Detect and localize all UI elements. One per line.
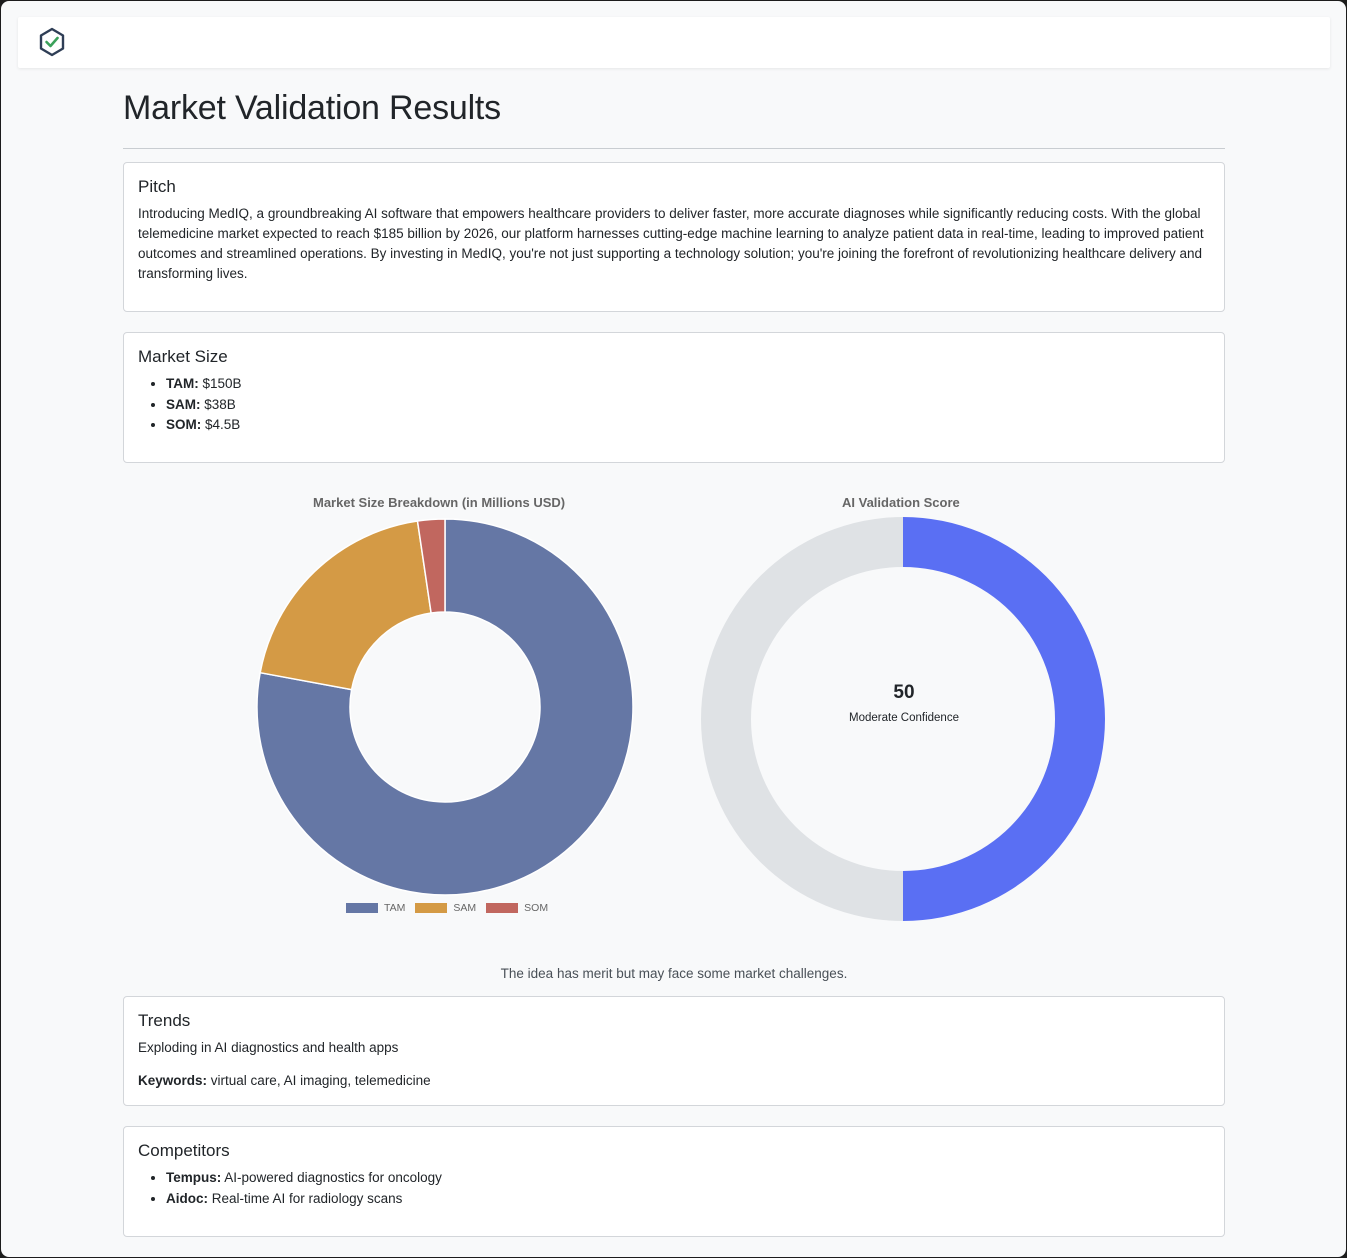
- hexagon-check-icon[interactable]: [37, 27, 67, 57]
- market-size-value: $4.5B: [205, 417, 241, 432]
- pitch-heading: Pitch: [138, 177, 176, 196]
- competitor-name: Aidoc:: [166, 1190, 208, 1206]
- score-chart-title: AI Validation Score: [842, 495, 960, 510]
- pitch-text: Introducing MedIQ, a groundbreaking AI s…: [138, 206, 1204, 281]
- list-item: SOM: $4.5B: [166, 415, 1210, 436]
- competitors-card: Competitors Tempus: AI-powered diagnosti…: [123, 1126, 1225, 1237]
- validation-summary: The idea has merit but may face some mar…: [500, 966, 848, 981]
- slice-sam[interactable]: [259, 520, 432, 691]
- score-donut-chart[interactable]: [699, 515, 1109, 925]
- market-size-card: Market Size TAM: $150B SAM: $38B SOM: $4…: [123, 332, 1225, 463]
- market-chart-legend: TAM SAM SOM: [346, 902, 548, 914]
- legend-swatch: [415, 903, 448, 913]
- legend-swatch: [346, 903, 378, 913]
- navbar: [18, 17, 1330, 68]
- competitors-list: Tempus: AI-powered diagnostics for oncol…: [138, 1168, 1210, 1209]
- list-item: Tempus: AI-powered diagnostics for oncol…: [166, 1168, 1210, 1189]
- list-item: TAM: $150B: [166, 374, 1210, 395]
- legend-label: TAM: [384, 902, 406, 914]
- score-value: 50: [893, 682, 915, 703]
- score-slice[interactable]: [903, 517, 1105, 921]
- list-item: SAM: $38B: [166, 395, 1210, 416]
- page-title: Market Validation Results: [123, 89, 501, 127]
- pitch-card: Pitch Introducing MedIQ, a groundbreakin…: [123, 162, 1225, 312]
- slice-tam[interactable]: [256, 518, 634, 896]
- trends-heading: Trends: [138, 1011, 191, 1030]
- market-size-label: SAM:: [166, 396, 201, 412]
- competitor-name: Tempus:: [166, 1170, 222, 1185]
- slice-som[interactable]: [416, 518, 446, 614]
- legend-swatch: [486, 903, 519, 913]
- market-size-list: TAM: $150B SAM: $38B SOM: $4.5B: [138, 374, 1210, 436]
- list-item: Aidoc: Real-time AI for radiology scans: [166, 1189, 1210, 1210]
- competitor-desc: Real-time AI for radiology scans: [211, 1190, 403, 1206]
- legend-item-sam[interactable]: SAM: [415, 902, 476, 914]
- legend-item-tam[interactable]: TAM: [346, 902, 405, 914]
- charts-row: Market Size Breakdown (in Millions USD) …: [123, 481, 1225, 941]
- keywords-label: Keywords:: [138, 1073, 208, 1088]
- competitors-heading: Competitors: [138, 1141, 230, 1160]
- title-divider: [123, 148, 1225, 149]
- trends-text: Exploding in AI diagnostics and health a…: [138, 1040, 399, 1055]
- market-donut-chart[interactable]: [255, 517, 635, 897]
- score-remainder-slice[interactable]: [701, 517, 903, 921]
- legend-label: SOM: [524, 902, 549, 914]
- keywords-value: virtual care, AI imaging, telemedicine: [210, 1073, 431, 1088]
- competitor-desc: AI-powered diagnostics for oncology: [224, 1170, 442, 1185]
- trends-card: Trends Exploding in AI diagnostics and h…: [123, 996, 1225, 1106]
- legend-item-som[interactable]: SOM: [486, 902, 548, 914]
- market-size-label: TAM:: [166, 376, 199, 391]
- market-size-heading: Market Size: [138, 347, 228, 366]
- trends-keywords: Keywords: virtual care, AI imaging, tele…: [138, 1071, 1210, 1091]
- score-confidence-label: Moderate Confidence: [849, 712, 959, 724]
- legend-label: SAM: [453, 902, 477, 914]
- market-chart-title: Market Size Breakdown (in Millions USD): [313, 495, 566, 510]
- market-size-label: SOM:: [166, 417, 202, 432]
- market-size-value: $38B: [204, 396, 236, 412]
- market-size-value: $150B: [202, 376, 242, 391]
